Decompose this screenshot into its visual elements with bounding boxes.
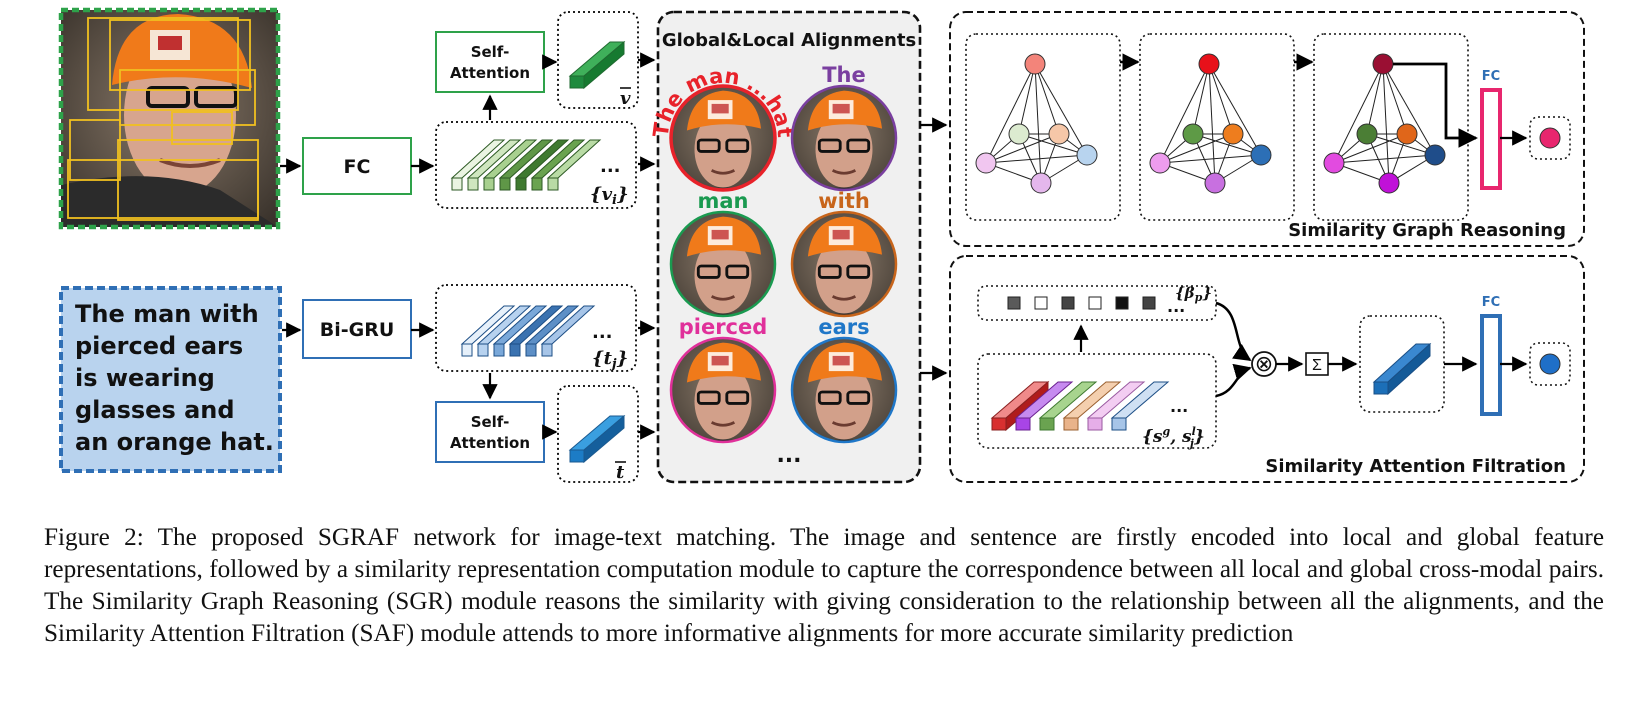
input-image (58, 7, 281, 230)
local-textual-features: ... {tj} (435, 284, 637, 372)
sentence-line-4: glasses and (75, 396, 235, 424)
sum-symbol: Σ (1312, 357, 1322, 374)
t-bar-label: t (616, 462, 625, 483)
alignment-label-man: man (697, 189, 748, 213)
bigru-label: Bi-GRU (320, 319, 395, 341)
graph-2 (1139, 33, 1295, 221)
sgr-fc-label: FC (1482, 69, 1500, 84)
saf-title: Similarity Attention Filtration (1265, 456, 1566, 477)
graph-3 (1313, 33, 1469, 221)
alignment-circle-with (790, 210, 898, 318)
v-bar-label: v (620, 88, 631, 109)
sgr-output-node (1539, 127, 1561, 149)
saf-module: Similarity Attention Filtration ... {βp}… (949, 255, 1585, 483)
alignment-circle-pierced (669, 336, 777, 444)
graph-1 (965, 33, 1121, 221)
sentence-line-2: pierced ears (75, 332, 243, 360)
alignment-circle-ears (790, 336, 898, 444)
alignment-circle-the (790, 84, 898, 192)
input-sentence: The man with pierced ears is wearing gla… (59, 286, 282, 473)
alignments-title: Global&Local Alignments (662, 30, 916, 51)
sgr-fc-bar (1480, 88, 1502, 190)
vi-ellipsis: ... (600, 156, 621, 177)
sentence-line-5: an orange hat. (75, 428, 274, 456)
alignment-label-ears: ears (818, 315, 869, 339)
alignments-ellipsis: ... (776, 443, 801, 468)
self-attention-text-line2: Attention (450, 434, 530, 452)
sgraf-diagram: The man with pierced ears is wearing gla… (58, 7, 1585, 484)
tj-ellipsis: ... (592, 322, 613, 343)
sgr-title: Similarity Graph Reasoning (1288, 220, 1566, 241)
s-ellipsis: ... (1170, 397, 1188, 416)
global-visual-feature: v (557, 11, 639, 109)
saf-fc-label: FC (1482, 295, 1500, 310)
vi-label: {vi} (590, 184, 629, 208)
self-attention-text-box (435, 401, 545, 463)
self-attention-visual-line2: Attention (450, 64, 530, 82)
alignment-label-the: The (822, 63, 866, 87)
alignment-circle-man (669, 210, 777, 318)
alignment-label-pierced: pierced (679, 315, 768, 339)
sentence-line-1: The man with (75, 300, 259, 328)
s-label: {sg, sl j} (1142, 425, 1205, 450)
saf-fc-bar (1480, 314, 1502, 416)
otimes-symbol: ⊗ (1255, 351, 1273, 376)
global-textual-feature: t (557, 385, 639, 483)
beta-ellipsis: ... (1167, 297, 1185, 316)
fc-label: FC (344, 156, 371, 178)
local-visual-features: ... {vi} (435, 121, 637, 209)
self-attention-text-line1: Self- (471, 413, 510, 431)
beta-label: {βp} (1175, 284, 1212, 304)
saf-output-node (1539, 353, 1561, 375)
alignment-label-with: with (818, 189, 870, 213)
tj-label: {tj} (592, 348, 628, 372)
alignments-panel: Global&Local Alignments The man ...hat T… (649, 10, 922, 484)
figure-caption: Figure 2: The proposed SGRAF network for… (44, 524, 1604, 647)
bigru-box (302, 299, 412, 359)
self-attention-visual-box (435, 31, 545, 93)
sentence-line-3: is wearing (75, 364, 215, 392)
self-attention-visual-line1: Self- (471, 43, 510, 61)
sgr-module: Similarity Graph Reasoning (949, 11, 1585, 247)
alignment-circle-global (669, 84, 777, 192)
fc-box (302, 137, 412, 195)
